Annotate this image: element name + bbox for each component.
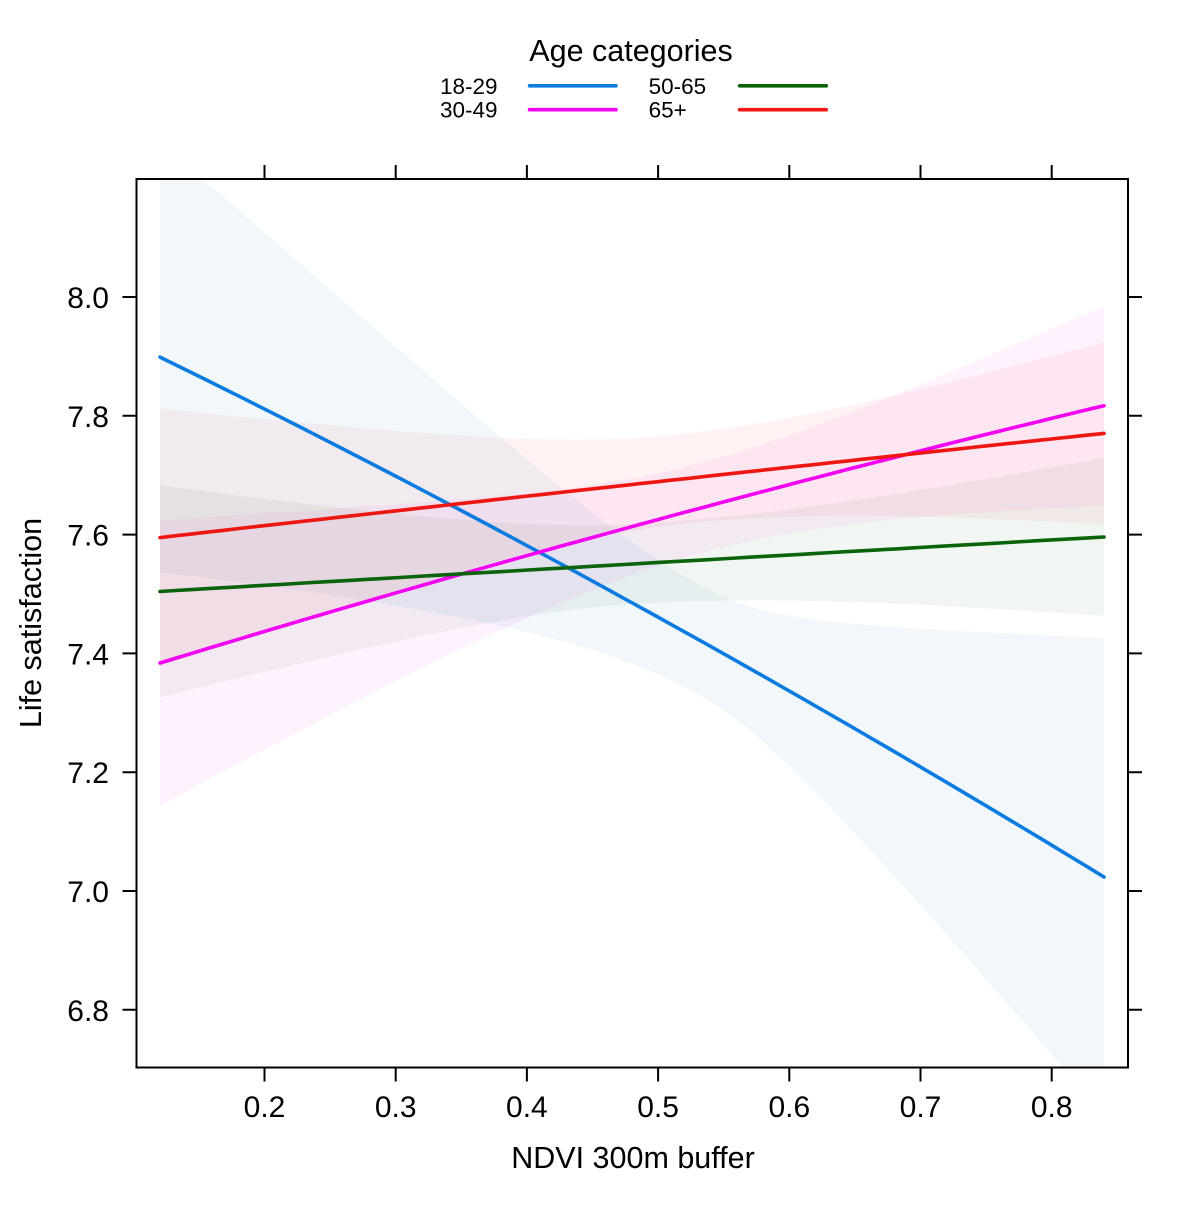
svg-text:8.0: 8.0 <box>67 282 109 315</box>
svg-text:0.7: 0.7 <box>900 1091 942 1124</box>
svg-text:7.8: 7.8 <box>67 401 109 434</box>
svg-text:0.6: 0.6 <box>768 1091 810 1124</box>
svg-text:7.2: 7.2 <box>67 757 109 790</box>
svg-text:50-65: 50-65 <box>649 74 707 99</box>
svg-text:7.6: 7.6 <box>67 520 109 553</box>
svg-text:NDVI 300m buffer: NDVI 300m buffer <box>511 1141 755 1175</box>
svg-text:Life satisfaction: Life satisfaction <box>14 518 48 728</box>
svg-text:0.8: 0.8 <box>1031 1091 1073 1124</box>
svg-text:7.0: 7.0 <box>67 876 109 909</box>
svg-text:7.4: 7.4 <box>67 638 109 671</box>
svg-text:18-29: 18-29 <box>440 74 498 99</box>
svg-text:6.8: 6.8 <box>67 995 109 1028</box>
svg-text:0.3: 0.3 <box>375 1091 417 1124</box>
svg-text:0.5: 0.5 <box>637 1091 679 1124</box>
svg-text:Age categories: Age categories <box>529 34 732 68</box>
svg-text:0.4: 0.4 <box>506 1091 548 1124</box>
svg-text:65+: 65+ <box>649 98 687 123</box>
svg-text:30-49: 30-49 <box>440 98 498 123</box>
svg-text:0.2: 0.2 <box>244 1091 286 1124</box>
